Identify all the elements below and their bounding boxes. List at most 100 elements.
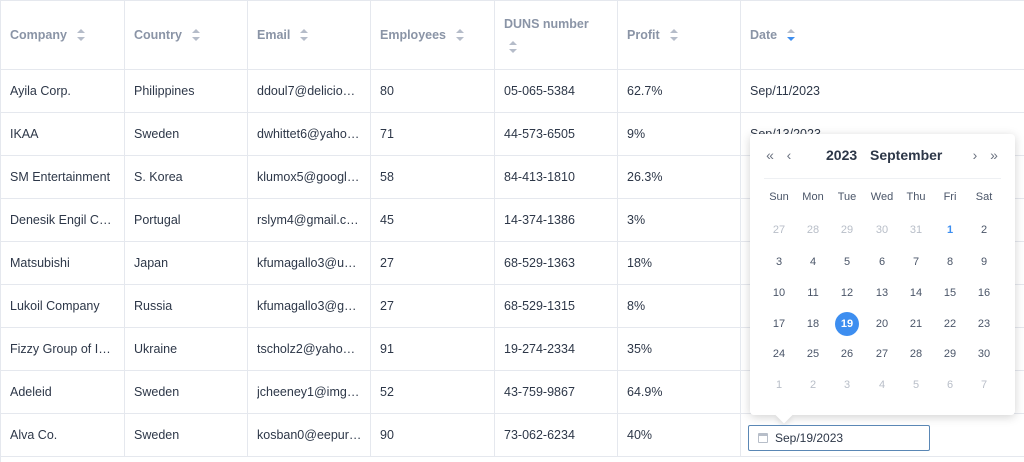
calendar-day[interactable]: 1 (946, 224, 954, 236)
calendar-day[interactable]: 14 (909, 287, 923, 299)
calendar-day[interactable]: 23 (977, 318, 991, 330)
calendar-day[interactable]: 2 (809, 379, 817, 391)
table-cell[interactable]: Ukraine (125, 328, 248, 370)
table-cell[interactable]: 40% (618, 414, 741, 456)
sort-icon[interactable] (669, 29, 678, 41)
table-cell[interactable]: Sweden (125, 371, 248, 413)
table-cell[interactable]: 91 (371, 328, 495, 370)
table-cell[interactable]: ddoul7@delicious.... (248, 70, 371, 112)
column-header-company[interactable]: Company (1, 1, 125, 69)
calendar-day[interactable]: 26 (840, 348, 854, 360)
calendar-day[interactable]: 6 (878, 256, 886, 268)
column-header-country[interactable]: Country (125, 1, 248, 69)
table-row[interactable]: Denesik Engil Con... Portugal rslym4@gmail… (1, 199, 1024, 242)
sort-icon[interactable] (509, 41, 517, 53)
column-header-employees[interactable]: Employees (371, 1, 495, 69)
table-cell[interactable]: Ayila Corp. (1, 70, 125, 112)
calendar-day[interactable]: 8 (946, 256, 954, 268)
calendar-month[interactable]: September (870, 147, 943, 163)
calendar-day[interactable]: 21 (909, 318, 923, 330)
table-cell[interactable]: 84-413-1810 (495, 156, 618, 198)
table-cell[interactable]: 05-065-5384 (495, 70, 618, 112)
table-row[interactable]: Alva Co. Sweden kosban0@eepurl.... 90 73-062… (1, 414, 1024, 457)
table-cell[interactable]: tscholz2@yahoo.de (248, 328, 371, 370)
calendar-day[interactable]: 9 (980, 256, 988, 268)
table-row[interactable]: Lukoil Company Russia kfumagallo3@goo... 27… (1, 285, 1024, 328)
table-row[interactable]: SM Entertainment S. Korea klumox5@google..… (1, 156, 1024, 199)
next-year-button[interactable]: » (990, 147, 998, 163)
table-cell[interactable]: 62.7% (618, 70, 741, 112)
table-row[interactable]: Fizzy Group of Ind... Ukraine tscholz2@yah… (1, 328, 1024, 371)
calendar-day[interactable]: 31 (909, 224, 923, 236)
calendar-day[interactable]: 3 (843, 379, 851, 391)
calendar-day[interactable]: 7 (912, 256, 920, 268)
calendar-day[interactable]: 6 (946, 379, 954, 391)
table-cell[interactable]: 9% (618, 113, 741, 155)
table-cell[interactable]: S. Korea (125, 156, 248, 198)
calendar-day[interactable]: 17 (772, 318, 786, 330)
table-cell[interactable]: Russia (125, 285, 248, 327)
table-cell[interactable]: 52 (371, 371, 495, 413)
table-cell[interactable]: 44-573-6505 (495, 113, 618, 155)
table-cell[interactable]: 18% (618, 242, 741, 284)
table-cell[interactable]: Matsubishi (1, 242, 125, 284)
table-cell[interactable]: Alva Co. (1, 414, 125, 456)
table-cell[interactable]: 90 (371, 414, 495, 456)
prev-year-button[interactable]: « (766, 147, 774, 163)
sort-icon[interactable] (456, 29, 465, 41)
table-cell[interactable]: 80 (371, 70, 495, 112)
table-cell[interactable]: 73-062-6234 (495, 414, 618, 456)
column-header-email[interactable]: Email (248, 1, 371, 69)
table-cell[interactable]: Philippines (125, 70, 248, 112)
calendar-day-selected[interactable]: 19 (835, 312, 859, 336)
table-cell[interactable]: kfumagallo3@usa.... (248, 242, 371, 284)
prev-month-button[interactable]: ‹ (786, 147, 792, 163)
table-cell[interactable]: 68-529-1315 (495, 285, 618, 327)
table-cell[interactable]: 35% (618, 328, 741, 370)
calendar-day[interactable]: 16 (977, 287, 991, 299)
calendar-day[interactable]: 4 (878, 379, 886, 391)
calendar-day[interactable]: 20 (875, 318, 889, 330)
table-cell[interactable]: Denesik Engil Con... (1, 199, 125, 241)
calendar-day[interactable]: 1 (775, 379, 783, 391)
calendar-day[interactable]: 13 (875, 287, 889, 299)
table-cell[interactable]: Sweden (125, 113, 248, 155)
sort-icon[interactable] (300, 29, 309, 41)
next-month-button[interactable]: › (972, 147, 978, 163)
calendar-day[interactable]: 2 (980, 224, 988, 236)
column-header-profit[interactable]: Profit (618, 1, 741, 69)
table-cell[interactable]: Fizzy Group of Ind... (1, 328, 125, 370)
table-cell[interactable]: 68-529-1363 (495, 242, 618, 284)
table-cell[interactable]: 43-759-9867 (495, 371, 618, 413)
table-cell[interactable]: 27 (371, 242, 495, 284)
calendar-day[interactable]: 3 (775, 256, 783, 268)
table-cell[interactable]: 26.3% (618, 156, 741, 198)
calendar-day[interactable]: 27 (875, 348, 889, 360)
calendar-day[interactable]: 5 (843, 256, 851, 268)
table-cell[interactable]: Sep/11/2023 (741, 70, 1024, 112)
table-cell[interactable]: SM Entertainment (1, 156, 125, 198)
table-cell[interactable]: 64.9% (618, 371, 741, 413)
table-row[interactable]: Adeleid Sweden jcheeney1@imgur.... 52 43-759… (1, 371, 1024, 414)
table-row[interactable]: Matsubishi Japan kfumagallo3@usa.... 27 68-5… (1, 242, 1024, 285)
calendar-day[interactable]: 29 (943, 348, 957, 360)
sort-icon[interactable] (787, 29, 796, 41)
table-row[interactable]: Ayila Corp. Philippines ddoul7@delicious..… (1, 70, 1024, 113)
table-row[interactable]: IKAA Sweden dwhittet6@yahoo.... 71 44-573-65… (1, 113, 1024, 156)
table-cell[interactable]: IKAA (1, 113, 125, 155)
table-cell[interactable]: 14-374-1386 (495, 199, 618, 241)
table-cell[interactable]: kosban0@eepurl.... (248, 414, 371, 456)
table-cell[interactable]: 3% (618, 199, 741, 241)
table-cell[interactable]: 71 (371, 113, 495, 155)
table-cell[interactable]: 8% (618, 285, 741, 327)
table-cell[interactable]: dwhittet6@yahoo.... (248, 113, 371, 155)
sort-icon[interactable] (191, 29, 200, 41)
calendar-year[interactable]: 2023 (826, 147, 858, 163)
calendar-day[interactable]: 30 (875, 224, 889, 236)
date-editor-input[interactable]: Sep/19/2023 (748, 425, 930, 451)
calendar-day[interactable]: 10 (772, 287, 786, 299)
calendar-day[interactable]: 12 (840, 287, 854, 299)
calendar-day[interactable]: 27 (772, 224, 786, 236)
table-cell[interactable]: klumox5@google.... (248, 156, 371, 198)
table-cell[interactable]: 27 (371, 285, 495, 327)
